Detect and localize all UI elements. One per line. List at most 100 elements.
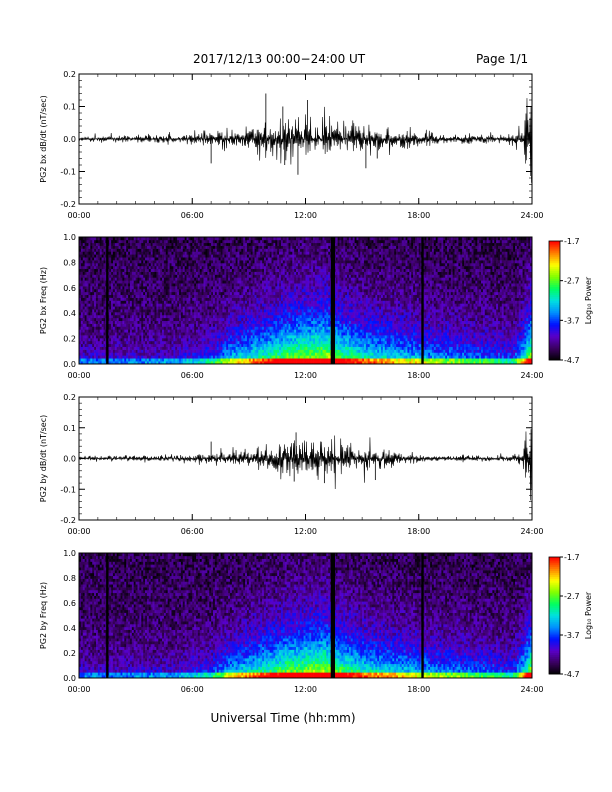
heatmap-cell xyxy=(162,358,165,362)
heatmap-cell xyxy=(167,358,170,362)
heatmap-cell xyxy=(241,306,244,310)
heatmap-cell xyxy=(109,297,112,301)
heatmap-cell xyxy=(203,361,206,365)
heatmap-cell xyxy=(97,355,101,359)
heatmap-cell xyxy=(79,361,82,365)
heatmap-cell xyxy=(275,340,278,345)
heatmap-cell xyxy=(230,358,233,362)
heatmap-cell xyxy=(201,338,204,342)
heatmap-cell xyxy=(84,237,87,241)
heatmap-cell xyxy=(216,286,219,290)
heatmap-cell xyxy=(145,303,148,307)
heatmap-cell xyxy=(133,303,136,307)
heatmap-cell xyxy=(162,317,165,322)
heatmap-cell xyxy=(245,317,248,322)
heatmap-cell xyxy=(126,286,129,290)
heatmap-cell xyxy=(263,283,267,287)
heatmap-cell xyxy=(231,338,235,342)
heatmap-cell xyxy=(243,283,246,287)
heatmap-cell xyxy=(222,251,225,255)
heatmap-cell xyxy=(239,277,242,281)
heatmap-cell xyxy=(218,320,221,324)
heatmap-cell xyxy=(133,335,136,339)
heatmap-cell xyxy=(267,306,270,310)
heatmap-cell xyxy=(135,320,138,324)
heatmap-cell xyxy=(224,312,227,316)
heatmap-cell xyxy=(250,306,253,310)
heatmap-cell xyxy=(192,349,195,353)
heatmap-cell xyxy=(233,340,236,345)
heatmap-cell xyxy=(248,248,252,252)
heatmap-cell xyxy=(241,280,244,284)
heatmap-cell xyxy=(92,262,95,267)
heatmap-cell xyxy=(214,265,218,270)
heatmap-cell xyxy=(94,355,97,359)
heatmap-cell xyxy=(109,317,112,322)
heatmap-cell xyxy=(216,358,219,362)
heatmap-cell xyxy=(207,257,210,261)
heatmap-cell xyxy=(86,248,89,252)
heatmap-cell xyxy=(224,323,227,327)
heatmap-cell xyxy=(177,340,180,345)
heatmap-cell xyxy=(226,332,229,336)
heatmap-cell xyxy=(177,242,180,246)
heatmap-cell xyxy=(111,340,114,345)
heatmap-cell xyxy=(169,329,172,333)
heatmap-cell xyxy=(239,329,242,333)
heatmap-cell xyxy=(177,306,180,310)
heatmap-cell xyxy=(213,271,216,275)
heatmap-cell xyxy=(101,338,104,342)
heatmap-cell xyxy=(269,358,272,362)
heatmap-cell xyxy=(177,239,180,244)
heatmap-cell xyxy=(112,332,116,336)
heatmap-cell xyxy=(246,338,250,342)
heatmap-cell xyxy=(80,343,84,347)
heatmap-cell xyxy=(246,335,250,339)
heatmap-cell xyxy=(230,303,233,307)
heatmap-cell xyxy=(228,242,231,246)
heatmap-cell xyxy=(245,239,248,244)
heatmap-cell xyxy=(129,280,133,284)
heatmap-cell xyxy=(214,303,218,307)
heatmap-cell xyxy=(213,352,216,356)
heatmap-cell xyxy=(88,340,91,345)
heatmap-cell xyxy=(269,329,272,333)
heatmap-cell xyxy=(203,352,206,356)
heatmap-cell xyxy=(231,314,235,319)
heatmap-cell xyxy=(145,340,148,345)
heatmap-cell xyxy=(182,346,185,350)
heatmap-cell xyxy=(273,288,276,293)
heatmap-cell xyxy=(213,309,216,313)
heatmap-cell xyxy=(169,271,172,275)
heatmap-cell xyxy=(258,277,261,281)
heatmap-cell xyxy=(84,326,87,330)
heatmap-cell xyxy=(167,314,170,319)
heatmap-cell xyxy=(114,343,118,347)
heatmap-cell xyxy=(203,349,206,353)
heatmap-cell xyxy=(135,260,138,264)
heatmap-cell xyxy=(194,283,197,287)
heatmap-cell xyxy=(163,335,167,339)
heatmap-cell xyxy=(163,237,167,241)
heatmap-cell xyxy=(245,361,248,365)
heatmap-cell xyxy=(143,239,146,244)
heatmap-cell xyxy=(197,254,201,258)
heatmap-cell xyxy=(139,306,142,310)
heatmap-cell xyxy=(188,338,191,342)
heatmap-cell xyxy=(160,358,163,362)
heatmap-cell xyxy=(231,326,235,330)
heatmap-cell xyxy=(263,361,267,365)
heatmap-cell xyxy=(190,283,193,287)
heatmap-cell xyxy=(148,306,152,310)
heatmap-cell xyxy=(162,300,165,304)
heatmap-cell xyxy=(256,323,259,327)
heatmap-cell xyxy=(122,358,125,362)
heatmap-cell xyxy=(90,323,93,327)
heatmap-cell xyxy=(231,306,235,310)
heatmap-cell xyxy=(129,323,133,327)
heatmap-cell xyxy=(265,355,269,359)
heatmap-cell xyxy=(145,355,148,359)
heatmap-cell xyxy=(273,314,276,319)
heatmap-cell xyxy=(126,262,129,267)
heatmap-cell xyxy=(237,257,240,261)
